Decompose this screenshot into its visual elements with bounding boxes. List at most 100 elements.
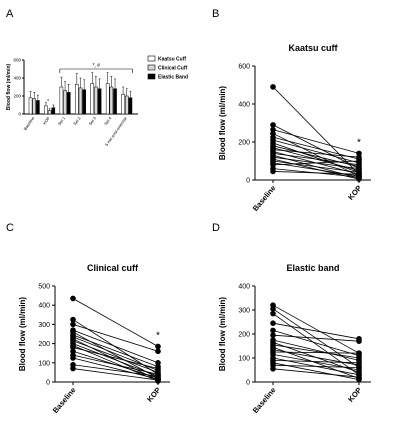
panel-b-title: Kaatsu cuff — [288, 43, 338, 53]
panel-d-subject-line — [272, 313, 360, 376]
panel-label-b: B — [212, 8, 220, 20]
panel-a-annotation-sets: *, # — [92, 63, 100, 69]
panel-c-y-tick-label: 500 — [38, 284, 50, 291]
panel-c-line-chart: Clinical cuff 0 100 200 300 400 500 Blood flow … — [18, 263, 170, 415]
panel-d-subject-line — [272, 344, 360, 359]
panel-a-bar-elastic-band — [97, 88, 102, 115]
panel-c-point-kop — [155, 377, 161, 383]
panel-a-bar-clinical-cuff — [78, 87, 83, 115]
panel-c-subject-line — [72, 334, 159, 368]
panel-b-point-baseline — [270, 168, 276, 175]
panel-d-point-kop — [356, 355, 362, 361]
panel-c-y-tick-label: 400 — [38, 303, 50, 310]
panel-b-significance-marker: * — [357, 137, 361, 148]
panel-b-y-tick-label: 0 — [246, 178, 250, 185]
panel-c-subject-line — [72, 364, 159, 377]
panel-a-legend-label-elastic-band: Elastic Band — [158, 75, 188, 81]
panel-a-bar-elastic-band — [113, 88, 117, 115]
panel-b-point-baseline — [270, 122, 276, 128]
panel-a-bar-clinical-cuff — [63, 90, 67, 115]
panel-c-point-baseline — [70, 344, 76, 351]
panel-c-subject-line — [72, 345, 159, 382]
panel-b-y-tick-label: 600 — [238, 64, 250, 71]
panel-a-bar-clinical-cuff — [94, 86, 98, 115]
panel-c-point-kop — [155, 343, 161, 350]
panel-a-bar-clinical-cuff — [124, 95, 129, 115]
panel-d-subject-line — [272, 339, 360, 361]
panel-c-point-kop — [155, 365, 161, 372]
panel-a-bar-kaatsu-cuff — [59, 86, 64, 115]
panel-b-subject-line — [272, 139, 360, 164]
panel-a-legend-swatch-kaatsu-cuff — [147, 55, 156, 62]
panel-d-x-tick-label: KOP — [346, 386, 363, 404]
panel-c-subject-line — [72, 329, 159, 364]
panel-c-point-baseline — [70, 316, 76, 323]
panel-c-point-baseline — [70, 361, 76, 368]
panel-a-y-tick-label: 600 — [13, 58, 21, 63]
panel-a-bar-elastic-band — [51, 107, 56, 115]
panel-a-legend-label-clinical-cuff: Clinical Cuff — [158, 66, 188, 72]
panel-d-point-baseline — [270, 366, 276, 372]
panel-d-point-kop — [356, 338, 362, 344]
panel-a-bar-elastic-band — [82, 89, 86, 115]
panel-d-y-axis-label: Blood flow (ml/min) — [218, 297, 227, 372]
panel-d-subject-line — [272, 368, 360, 378]
panel-a-bar-elastic-band — [128, 97, 133, 115]
panel-d-point-baseline — [270, 306, 276, 312]
panel-d-point-baseline — [270, 332, 276, 338]
panel-c-subject-line — [72, 324, 159, 352]
panel-b-subject-line — [272, 160, 360, 166]
panel-a-x-tick-label: Baseline — [22, 115, 35, 131]
panel-c-subject-line — [72, 368, 159, 381]
panel-c-point-kop — [155, 373, 161, 380]
panel-c-y-tick-label: 200 — [38, 341, 50, 348]
panel-d-point-kop — [356, 364, 362, 371]
panel-a-bar-elastic-band — [36, 100, 40, 115]
panel-d-point-kop — [356, 360, 362, 366]
panel-d-point-baseline — [270, 327, 276, 334]
panel-c-subject-line — [72, 347, 159, 369]
panel-d-point-kop — [356, 350, 362, 356]
panel-d-line-chart: Elastic band 0 100 200 300 400 Blood flow (ml/… — [218, 263, 371, 415]
panel-d-y-tick-label: 200 — [238, 332, 250, 339]
panel-label-d: D — [212, 222, 220, 234]
panel-d-y-tick-label: 300 — [238, 308, 250, 315]
panel-d-subject-line — [272, 322, 360, 340]
panel-d-subject-line — [272, 304, 360, 354]
panel-a-bar-kaatsu-cuff — [75, 84, 79, 115]
panel-b-y-tick-label: 400 — [238, 102, 250, 109]
panel-c-point-baseline — [70, 295, 76, 302]
panel-c-title: Clinical cuff — [87, 263, 139, 273]
panel-a-y-axis-label: Blood flow (ml/min) — [6, 63, 12, 110]
panel-a-y-tick-label: 400 — [13, 76, 21, 81]
panel-b-point-kop — [356, 171, 362, 178]
panel-d-title: Elastic band — [286, 263, 339, 273]
panel-c-point-baseline — [70, 348, 76, 355]
panel-c-y-tick-label: 100 — [38, 360, 50, 367]
panel-d-subject-line — [272, 334, 360, 342]
panel-b-subject-line — [272, 86, 360, 175]
panel-d-y-tick-label: 400 — [238, 284, 250, 291]
panel-a-legend-swatch-elastic-band — [147, 73, 156, 80]
panel-label-c: C — [6, 222, 14, 234]
panel-d-point-baseline — [270, 310, 276, 317]
panel-d-subject-line — [272, 360, 360, 364]
panel-a-x-tick-label: Set 4 — [103, 115, 113, 126]
panel-c-subject-line — [72, 340, 159, 373]
panel-d-x-tick-label: Baseline — [251, 386, 278, 415]
panel-b-x-tick-label: KOP — [346, 184, 363, 202]
panel-label-a: A — [6, 8, 14, 20]
panel-b-y-tick-label: 200 — [238, 140, 250, 147]
panel-a-x-tick-label: KOP — [42, 115, 51, 125]
panel-d-point-kop — [356, 374, 362, 380]
panel-b-subject-line — [272, 129, 360, 154]
panel-b-subject-line — [272, 142, 360, 173]
panel-c-subject-line — [72, 298, 159, 347]
panel-c-point-baseline — [70, 355, 76, 361]
panel-b-subject-line — [272, 136, 360, 160]
panel-a-bar-kaatsu-cuff — [121, 93, 125, 115]
panel-c-y-tick-label: 0 — [46, 380, 50, 387]
panel-a-bar-kaatsu-cuff — [90, 83, 95, 115]
panel-c-point-baseline — [70, 365, 76, 372]
